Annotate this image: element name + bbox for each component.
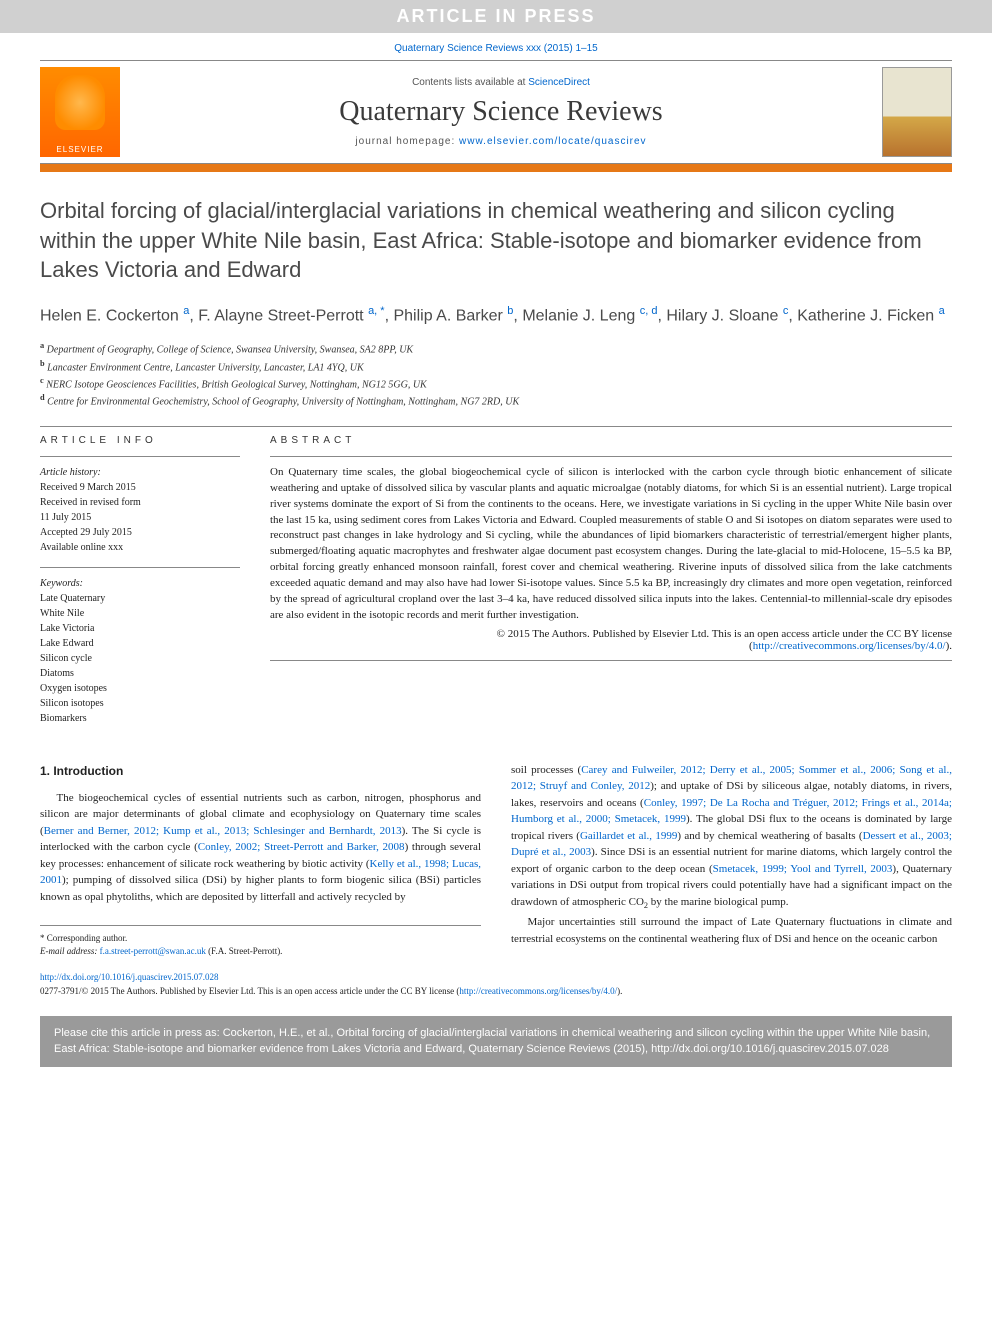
affiliations: a Department of Geography, College of Sc… xyxy=(40,340,952,409)
body-text: ) and by chemical weathering of basalts … xyxy=(677,830,862,842)
homepage-prefix: journal homepage: xyxy=(355,136,459,147)
body-paragraph: soil processes (Carey and Fulweiler, 201… xyxy=(511,762,952,913)
body-text: by the marine biological pump. xyxy=(648,896,789,908)
affiliation-line: d Centre for Environmental Geochemistry,… xyxy=(40,392,952,409)
keyword-item: Diatoms xyxy=(40,666,240,681)
email-label: E-mail address: xyxy=(40,946,100,956)
corr-author-label: * Corresponding author. xyxy=(40,932,481,945)
journal-cover-thumbnail-icon xyxy=(882,67,952,157)
affiliation-line: a Department of Geography, College of Sc… xyxy=(40,340,952,357)
abstract-copyright: © 2015 The Authors. Published by Elsevie… xyxy=(270,628,952,652)
homepage-link[interactable]: www.elsevier.com/locate/quascirev xyxy=(459,136,647,147)
history-title: Article history: xyxy=(40,465,240,480)
divider xyxy=(40,567,240,568)
body-paragraph: Major uncertainties still surround the i… xyxy=(511,914,952,947)
homepage-line: journal homepage: www.elsevier.com/locat… xyxy=(140,136,862,147)
article-history-block: Article history: Received 9 March 2015Re… xyxy=(40,465,240,555)
abstract-header: ABSTRACT xyxy=(270,435,952,446)
sciencedirect-link[interactable]: ScienceDirect xyxy=(528,77,590,88)
contents-prefix: Contents lists available at xyxy=(412,77,528,88)
keyword-item: Oxygen isotopes xyxy=(40,681,240,696)
article-info-header: ARTICLE INFO xyxy=(40,435,240,446)
keyword-item: Biomarkers xyxy=(40,711,240,726)
header-citation: Quaternary Science Reviews xxx (2015) 1–… xyxy=(0,33,992,60)
affiliation-line: b Lancaster Environment Centre, Lancaste… xyxy=(40,358,952,375)
article-title: Orbital forcing of glacial/interglacial … xyxy=(40,196,952,285)
doi-link[interactable]: http://dx.doi.org/10.1016/j.quascirev.20… xyxy=(40,972,219,982)
body-two-column: 1. Introduction The biogeochemical cycle… xyxy=(40,762,952,958)
history-line: Accepted 29 July 2015 xyxy=(40,525,240,540)
citation-link[interactable]: Conley, 2002; Street-Perrott and Barker,… xyxy=(198,841,405,853)
history-line: Received in revised form xyxy=(40,495,240,510)
journal-masthead: ELSEVIER Contents lists available at Sci… xyxy=(40,60,952,164)
citation-link[interactable]: Smetacek, 1999; Yool and Tyrrell, 2003 xyxy=(713,863,893,875)
abstract-text: On Quaternary time scales, the global bi… xyxy=(270,465,952,624)
body-text: ); pumping of dissolved silica (DSi) by … xyxy=(40,874,481,903)
publisher-label: ELSEVIER xyxy=(56,145,103,157)
abstract-column: ABSTRACT On Quaternary time scales, the … xyxy=(270,435,952,738)
contents-available-line: Contents lists available at ScienceDirec… xyxy=(140,77,862,88)
article-in-press-banner: ARTICLE IN PRESS xyxy=(0,0,992,33)
author-list: Helen E. Cockerton a, F. Alayne Street-P… xyxy=(40,303,952,328)
masthead-center: Contents lists available at ScienceDirec… xyxy=(140,77,862,147)
keywords-title: Keywords: xyxy=(40,576,240,591)
citation-link[interactable]: Gaillardet et al., 1999 xyxy=(580,830,677,842)
history-line: 11 July 2015 xyxy=(40,510,240,525)
issn-copyright-line: 0277-3791/© 2015 The Authors. Published … xyxy=(40,986,459,996)
keywords-block: Keywords: Late QuaternaryWhite NileLake … xyxy=(40,576,240,726)
keyword-item: Late Quaternary xyxy=(40,591,240,606)
body-column-right: soil processes (Carey and Fulweiler, 201… xyxy=(511,762,952,958)
divider xyxy=(40,426,952,427)
body-paragraph: The biogeochemical cycles of essential n… xyxy=(40,790,481,906)
history-line: Available online xxx xyxy=(40,540,240,555)
doi-block: http://dx.doi.org/10.1016/j.quascirev.20… xyxy=(40,971,952,998)
keyword-item: White Nile xyxy=(40,606,240,621)
keyword-item: Lake Edward xyxy=(40,636,240,651)
history-line: Received 9 March 2015 xyxy=(40,480,240,495)
keyword-item: Silicon isotopes xyxy=(40,696,240,711)
divider xyxy=(40,456,240,457)
license-link[interactable]: http://creativecommons.org/licenses/by/4… xyxy=(459,986,617,996)
elsevier-logo-icon: ELSEVIER xyxy=(40,67,120,157)
article-info-column: ARTICLE INFO Article history: Received 9… xyxy=(40,435,240,738)
citation-link[interactable]: Berner and Berner, 2012; Kump et al., 20… xyxy=(44,825,402,837)
corresponding-author-footnote: * Corresponding author. E-mail address: … xyxy=(40,925,481,957)
affiliation-line: c NERC Isotope Geosciences Facilities, B… xyxy=(40,375,952,392)
license-link[interactable]: http://creativecommons.org/licenses/by/4… xyxy=(753,640,946,652)
email-name: (F.A. Street-Perrott). xyxy=(206,946,283,956)
close-paren: ). xyxy=(617,986,622,996)
copyright-text: © 2015 The Authors. Published by Elsevie… xyxy=(497,628,952,640)
journal-name: Quaternary Science Reviews xyxy=(140,96,862,128)
divider xyxy=(270,456,952,457)
keyword-item: Lake Victoria xyxy=(40,621,240,636)
email-link[interactable]: f.a.street-perrott@swan.ac.uk xyxy=(100,946,206,956)
please-cite-box: Please cite this article in press as: Co… xyxy=(40,1016,952,1067)
body-column-left: 1. Introduction The biogeochemical cycle… xyxy=(40,762,481,958)
accent-bar xyxy=(40,164,952,172)
keyword-item: Silicon cycle xyxy=(40,651,240,666)
section-heading: 1. Introduction xyxy=(40,762,481,780)
body-text: soil processes ( xyxy=(511,764,581,776)
divider xyxy=(270,660,952,661)
